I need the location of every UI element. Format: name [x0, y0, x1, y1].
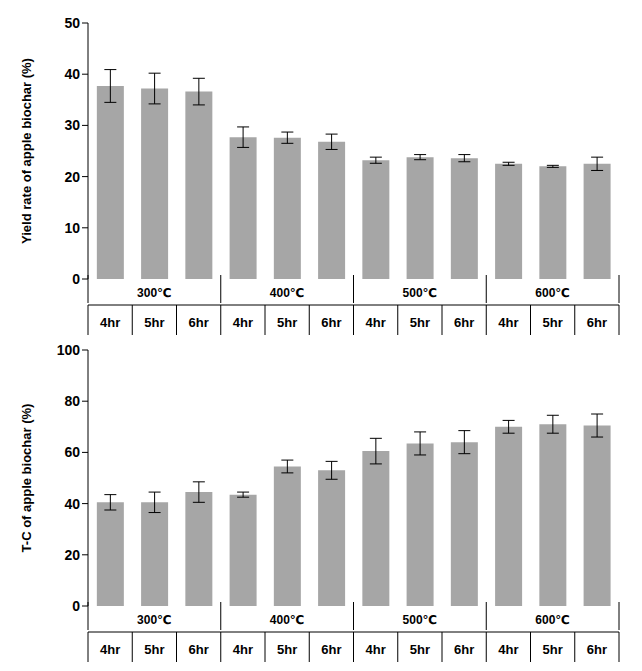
svg-text:600℃: 600℃	[535, 613, 570, 627]
svg-text:6hr: 6hr	[587, 315, 607, 330]
svg-text:30: 30	[64, 117, 80, 133]
svg-text:600℃: 600℃	[535, 286, 570, 300]
svg-text:6hr: 6hr	[587, 642, 607, 657]
svg-text:400℃: 400℃	[270, 613, 305, 627]
svg-text:0: 0	[72, 271, 80, 287]
svg-text:50: 50	[64, 15, 80, 31]
svg-text:80: 80	[64, 393, 80, 409]
svg-text:5hr: 5hr	[410, 315, 430, 330]
svg-text:0: 0	[72, 598, 80, 614]
svg-text:4hr: 4hr	[233, 642, 253, 657]
svg-text:6hr: 6hr	[321, 642, 341, 657]
svg-text:5hr: 5hr	[410, 642, 430, 657]
svg-text:4hr: 4hr	[233, 315, 253, 330]
svg-text:4hr: 4hr	[100, 315, 120, 330]
svg-text:100: 100	[57, 342, 81, 358]
svg-text:400℃: 400℃	[270, 286, 305, 300]
svg-text:300℃: 300℃	[137, 286, 172, 300]
svg-text:4hr: 4hr	[100, 642, 120, 657]
svg-text:6hr: 6hr	[321, 315, 341, 330]
svg-text:40: 40	[64, 496, 80, 512]
svg-text:6hr: 6hr	[189, 642, 209, 657]
svg-text:4hr: 4hr	[498, 315, 518, 330]
svg-text:5hr: 5hr	[277, 315, 297, 330]
svg-text:4hr: 4hr	[498, 642, 518, 657]
svg-text:500℃: 500℃	[403, 286, 438, 300]
svg-text:6hr: 6hr	[454, 315, 474, 330]
svg-text:Yield rate of apple biochar (%: Yield rate of apple biochar (%)	[19, 58, 34, 244]
svg-text:6hr: 6hr	[454, 642, 474, 657]
svg-text:10: 10	[64, 220, 80, 236]
svg-text:20: 20	[64, 547, 80, 563]
svg-text:300℃: 300℃	[137, 613, 172, 627]
svg-text:60: 60	[64, 444, 80, 460]
svg-text:6hr: 6hr	[189, 315, 209, 330]
svg-text:4hr: 4hr	[366, 642, 386, 657]
svg-text:5hr: 5hr	[144, 315, 164, 330]
svg-text:5hr: 5hr	[543, 315, 563, 330]
svg-text:T-C of apple biochar (%): T-C of apple biochar (%)	[19, 404, 34, 553]
svg-text:5hr: 5hr	[543, 642, 563, 657]
svg-text:4hr: 4hr	[366, 315, 386, 330]
svg-text:500℃: 500℃	[403, 613, 438, 627]
svg-text:40: 40	[64, 66, 80, 82]
svg-text:20: 20	[64, 169, 80, 185]
svg-text:5hr: 5hr	[144, 642, 164, 657]
svg-text:5hr: 5hr	[277, 642, 297, 657]
